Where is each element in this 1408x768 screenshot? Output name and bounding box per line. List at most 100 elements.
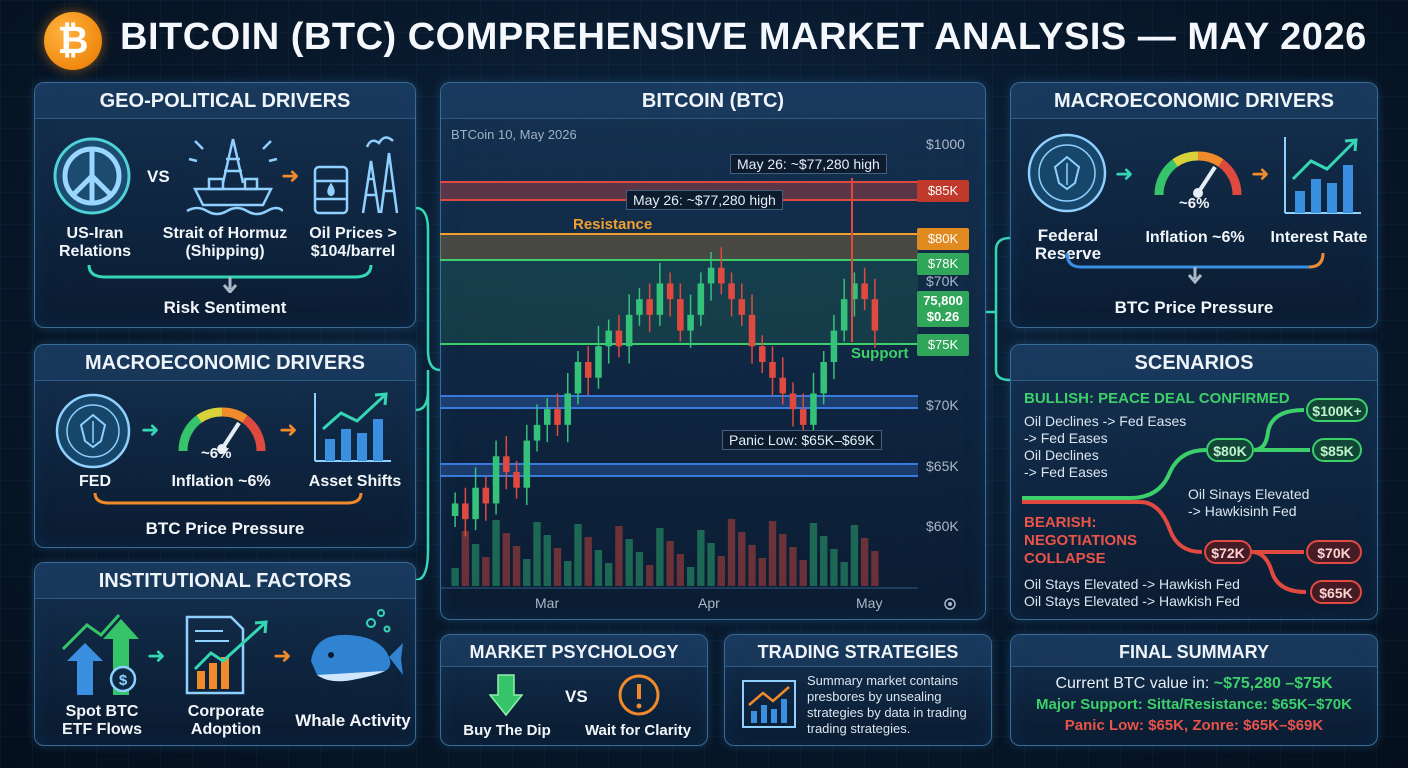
panel-title: MARKET PSYCHOLOGY xyxy=(469,642,679,662)
candle-body xyxy=(677,299,684,331)
volume-bar xyxy=(830,549,838,586)
volume-bar xyxy=(512,546,521,586)
target-72k-badge: $72K xyxy=(1204,540,1252,564)
buy-the-dip-label: Buy The Dip xyxy=(463,722,551,739)
bear-line: Oil Stays Elevated -> Hawkish Fed xyxy=(1024,576,1240,592)
target-70k-badge: $70K xyxy=(1306,540,1362,564)
federal-reserve-seal-icon xyxy=(55,393,131,469)
gauge-value: ~6% xyxy=(1179,195,1210,212)
inflation-gauge-icon xyxy=(1154,151,1242,198)
volume-bar xyxy=(758,558,766,586)
candle-body xyxy=(513,472,520,488)
body-line: strategies by data in trading xyxy=(807,705,967,720)
arrow-right-icon: ➜ xyxy=(1251,161,1270,186)
panel-title-bar xyxy=(35,563,415,599)
panel-title-bar xyxy=(725,635,991,667)
price-tag-85k: $85K xyxy=(917,180,969,202)
candle-body xyxy=(595,346,602,378)
arrow-right-icon: ➜ xyxy=(273,643,292,668)
resistance-band-80k xyxy=(440,234,918,260)
volume-bar xyxy=(543,535,551,586)
volume-bar xyxy=(605,563,613,586)
candlestick-chart xyxy=(440,178,918,589)
candle-body xyxy=(615,330,623,347)
volume-bar xyxy=(789,547,797,586)
volume-bar xyxy=(574,524,582,586)
corporate-line2: Adoption xyxy=(190,721,262,738)
candle-body xyxy=(605,330,612,347)
candle-body xyxy=(779,377,787,394)
panel-title: GEO-POLITICAL DRIVERS xyxy=(99,90,351,112)
us-iran-line2: Relations xyxy=(58,243,131,260)
volume-bar xyxy=(553,548,562,586)
btc-pressure-label: BTC Price Pressure xyxy=(1114,298,1274,317)
arrow-right-icon: ➜ xyxy=(147,643,166,668)
bullish-title: BULLISH: PEACE DEAL CONFIRMED xyxy=(1024,390,1290,407)
inflation-label: Inflation ~6% xyxy=(1145,229,1245,246)
candle-body xyxy=(758,346,766,362)
candle-body xyxy=(861,283,868,300)
candle-body xyxy=(646,299,653,315)
summary-line-1: Current BTC value in: ~$75,280 –$75K xyxy=(1011,675,1377,693)
bear-title-line: NEGOTIATIONS xyxy=(1024,532,1138,549)
asset-shift-chart-icon xyxy=(314,392,391,462)
candle-body xyxy=(666,283,674,300)
strait-line2: (Shipping) xyxy=(185,243,265,260)
final-summary-panel: FINAL SUMMARY Current BTC value in: ~$75… xyxy=(1010,634,1378,746)
etf-flows-label: Spot BTC ETF Flows xyxy=(57,703,147,739)
price-tag-80k: $80K xyxy=(917,228,969,250)
btc-chart-panel: BITCOIN (BTC) BTCoin 10, May 2026 xyxy=(440,82,986,620)
oil-price-line2: $104/barrel xyxy=(310,243,396,260)
bear-line: Oil Stays Elevated -> Hawkish Fed xyxy=(1024,593,1240,609)
current-price: 75,800 xyxy=(923,293,963,308)
candle-body xyxy=(523,440,531,488)
scenarios-panel: SCENARIOS xyxy=(1010,344,1378,620)
arrow-right-icon: ➜ xyxy=(281,163,300,188)
candle-body xyxy=(851,283,858,300)
panel-title-bar xyxy=(35,345,415,381)
volume-bar xyxy=(635,552,644,586)
volume-bar xyxy=(656,528,664,586)
bitcoin-logo-icon: ₿ xyxy=(44,12,102,70)
price-tag-78k: $78K xyxy=(917,253,969,275)
panel-title-bar xyxy=(441,83,985,119)
geo-political-panel: GEO-POLITICAL DRIVERS VS ➜ xyxy=(34,82,416,328)
candle-body xyxy=(554,409,561,425)
panel-connector-right xyxy=(986,236,1011,382)
bull-line: Oil Declines xyxy=(1024,447,1099,463)
candle-body xyxy=(687,314,694,331)
band-65k xyxy=(440,464,918,476)
volume-bar xyxy=(676,554,685,586)
panel-title-bar xyxy=(1011,635,1377,667)
institutional-panel: INSTITUTIONAL FACTORS $ ➜ ➜ Spot BTC ETF… xyxy=(34,562,416,746)
annotation-high-top: May 26: ~$77,280 high xyxy=(730,154,887,174)
corporate-line1: Corporate xyxy=(187,703,265,720)
panel-title: MACROECONOMIC DRIVERS xyxy=(1053,90,1334,112)
chart-settings-icon[interactable] xyxy=(942,596,958,612)
volume-bar xyxy=(625,539,633,586)
body-line: presbores by unsealing xyxy=(807,689,942,704)
candle-body xyxy=(584,362,592,378)
volume-bar xyxy=(492,520,500,586)
y-axis-label: $60K xyxy=(926,518,959,534)
us-iran-label: US-Iran Relations xyxy=(55,225,135,261)
risk-sentiment-label: Risk Sentiment xyxy=(163,298,287,317)
x-axis-label: Mar xyxy=(535,595,560,611)
bearish-title: BEARISH: NEGOTIATIONS COLLAPSE xyxy=(1024,514,1137,568)
price-change: $0.26 xyxy=(926,309,960,324)
bull-line: -> Fed Eases xyxy=(1024,464,1108,480)
whale-icon xyxy=(311,609,403,682)
scenario-paths xyxy=(1022,408,1310,594)
candle-body xyxy=(820,362,827,394)
bear-title-line: COLLAPSE xyxy=(1024,550,1106,567)
y-axis-label: $70K xyxy=(926,273,959,289)
candle-body xyxy=(697,283,705,315)
chart-title: BITCOIN (BTC) xyxy=(641,90,785,112)
bull-line: -> Fed Eases xyxy=(1024,430,1108,446)
connector-lines xyxy=(1065,252,1325,285)
inflation-gauge-icon xyxy=(178,407,266,454)
candle-body xyxy=(738,299,746,315)
current-value-label: Current BTC value in: xyxy=(1055,675,1214,692)
chart-subtitle: BTCoin 10, May 2026 xyxy=(451,127,577,142)
panel-title-bar xyxy=(1011,345,1377,381)
